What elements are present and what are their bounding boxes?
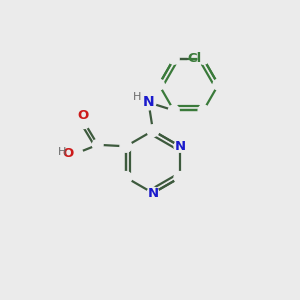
Text: H: H [58, 147, 66, 157]
Circle shape [120, 140, 132, 152]
Circle shape [141, 95, 156, 110]
Circle shape [92, 140, 103, 150]
Text: N: N [147, 187, 158, 200]
Circle shape [198, 53, 209, 64]
Text: N: N [174, 140, 186, 153]
Circle shape [174, 140, 186, 152]
Circle shape [154, 79, 164, 90]
Text: O: O [63, 147, 74, 160]
Circle shape [174, 172, 186, 183]
Text: H: H [133, 92, 141, 102]
Text: Cl: Cl [188, 52, 202, 65]
Circle shape [168, 105, 179, 116]
Text: O: O [77, 110, 88, 122]
Circle shape [78, 117, 90, 128]
Text: N: N [143, 95, 154, 110]
Circle shape [147, 125, 159, 136]
Circle shape [168, 53, 179, 64]
Circle shape [147, 187, 159, 199]
Circle shape [68, 146, 83, 161]
Circle shape [198, 105, 209, 116]
Circle shape [120, 172, 132, 183]
Circle shape [213, 79, 224, 90]
